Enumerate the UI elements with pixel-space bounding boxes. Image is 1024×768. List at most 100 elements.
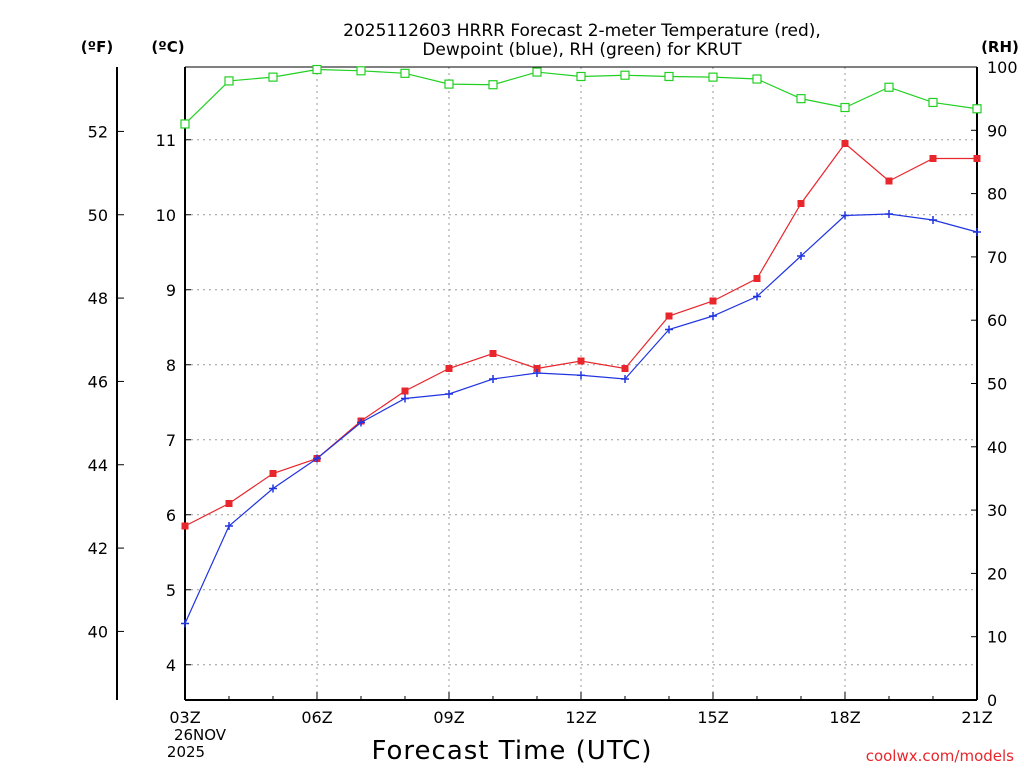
dewpoint-point (973, 228, 981, 236)
rh-point (620, 70, 630, 80)
dewpoint-point (489, 375, 497, 383)
dewpoint-point (225, 522, 233, 530)
fahrenheit-tick-label: 46 (88, 372, 108, 391)
rh-point (928, 97, 938, 108)
temperature-point (929, 155, 937, 162)
date-label-year: 2025 (167, 743, 205, 761)
fahrenheit-tick-label: 44 (88, 456, 108, 475)
rh-point (444, 79, 454, 89)
x-tick-label: 06Z (301, 708, 332, 727)
rh-point (400, 68, 410, 78)
rh-point (796, 94, 806, 104)
x-tick-label: 09Z (433, 708, 464, 727)
temperature-point (225, 500, 233, 507)
rh-point (268, 72, 278, 82)
celsius-tick-label: 11 (156, 131, 176, 150)
rh-tick-label: 50 (987, 375, 1007, 394)
rh-point (840, 102, 850, 113)
temperature-point (445, 365, 453, 372)
rh-tick-label: 60 (987, 311, 1007, 330)
chart-subtitle: Dewpoint (blue), RH (green) for KRUT (422, 40, 742, 60)
rh-point (356, 66, 366, 76)
chart-title: 2025112603 HRRR Forecast 2-meter Tempera… (343, 21, 821, 41)
dewpoint-point (885, 210, 893, 218)
dewpoint-point (313, 454, 321, 463)
celsius-tick-label: 10 (156, 206, 176, 225)
rh-point (180, 119, 190, 129)
celsius-tick-label: 9 (166, 281, 176, 300)
rh-tick-label: 100 (987, 58, 1018, 77)
dewpoint-point (709, 312, 717, 320)
rh-point (312, 64, 322, 75)
rh-tick-label: 30 (987, 501, 1007, 520)
fahrenheit-tick-label: 52 (88, 122, 108, 141)
dewpoint-point (533, 369, 541, 377)
dewpoint-point (445, 390, 453, 398)
data-series (180, 64, 982, 628)
dewpoint-point (357, 418, 365, 427)
date-label-day: 26NOV (174, 726, 227, 744)
fahrenheit-tick-label: 40 (88, 622, 108, 641)
temperature-point (797, 200, 805, 207)
x-tick-label: 18Z (829, 708, 860, 727)
rh-point (708, 72, 718, 82)
rh-point (972, 104, 982, 114)
celsius-tick-label: 7 (166, 431, 176, 450)
dewpoint-point (797, 252, 805, 260)
temperature-point (973, 155, 981, 162)
temperature-point (269, 470, 277, 477)
temperature-point (181, 522, 189, 530)
temperature-point (709, 297, 717, 305)
rh-point (664, 71, 674, 82)
dewpoint-point (621, 375, 629, 383)
credit-label: coolwx.com/models (866, 747, 1014, 765)
rh-tick-label: 70 (987, 248, 1007, 267)
fahrenheit-axis-unit: (ºF) (81, 38, 113, 56)
rh-axis-unit: (RH) (981, 38, 1019, 56)
fahrenheit-tick-label: 48 (88, 289, 108, 308)
temperature-point (841, 140, 849, 147)
dewpoint-point (577, 371, 585, 380)
rh-tick-label: 20 (987, 564, 1007, 583)
dewpoint-point (665, 325, 673, 334)
temperature-point (401, 387, 409, 395)
temperature-point (885, 177, 893, 185)
temperature-point (577, 357, 585, 365)
rh-point (884, 82, 894, 92)
rh-point (488, 80, 498, 90)
rh-point (224, 76, 234, 86)
x-tick-label: 03Z (169, 708, 200, 727)
celsius-tick-label: 4 (166, 656, 176, 675)
temperature-point (533, 365, 541, 372)
dewpoint-point (841, 211, 849, 220)
dewpoint-point (401, 394, 409, 403)
dewpoint-point (753, 292, 761, 301)
rh-point (576, 71, 586, 82)
rh-point (752, 74, 762, 84)
rh-tick-label: 80 (987, 185, 1007, 204)
temperature-point (753, 275, 761, 282)
rh-tick-label: 10 (987, 628, 1007, 647)
dewpoint-point (269, 484, 277, 493)
rh-tick-label: 40 (987, 438, 1007, 457)
dewpoint-point (929, 216, 937, 224)
fahrenheit-tick-label: 42 (88, 539, 108, 558)
rh-tick-label: 0 (987, 691, 997, 710)
celsius-tick-label: 8 (166, 356, 176, 375)
x-axis-title: Forecast Time (UTC) (371, 736, 652, 766)
rh-tick-label: 90 (987, 121, 1007, 140)
x-tick-label: 15Z (697, 708, 728, 727)
dewpoint-point (181, 619, 189, 628)
grid-lines (185, 67, 977, 700)
temperature-point (621, 365, 629, 372)
celsius-tick-label: 6 (166, 506, 176, 525)
fahrenheit-tick-label: 50 (88, 206, 108, 225)
celsius-axis-unit: (ºC) (151, 38, 184, 56)
x-tick-label: 21Z (961, 708, 992, 727)
temperature-point (665, 312, 673, 320)
celsius-tick-label: 5 (166, 581, 176, 600)
temperature-point (489, 350, 497, 357)
x-tick-label: 12Z (565, 708, 596, 727)
